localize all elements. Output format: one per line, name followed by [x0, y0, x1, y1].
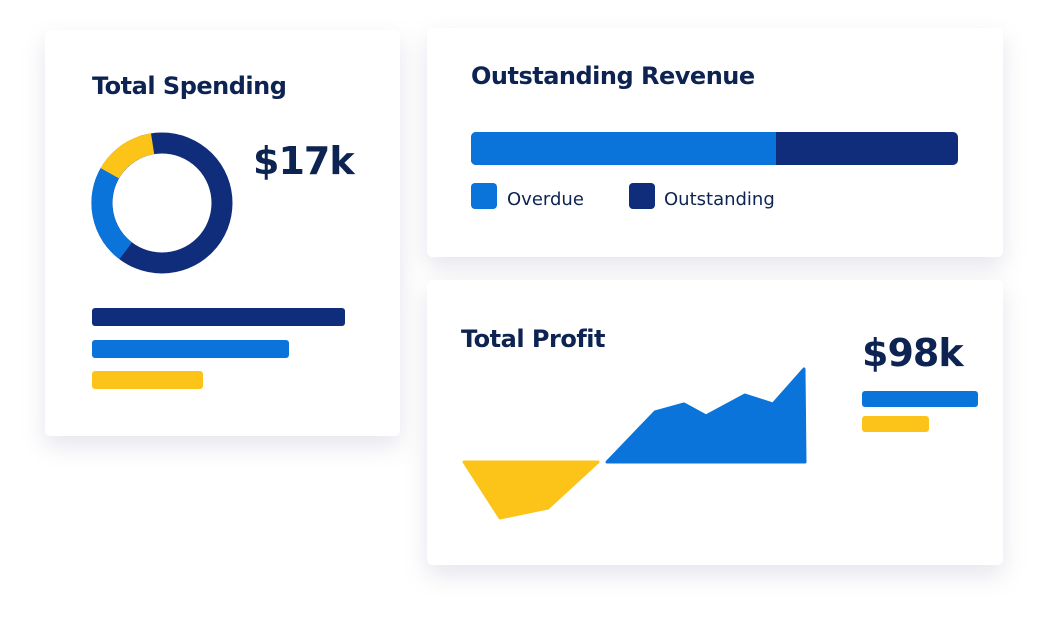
legend-label: Outstanding — [664, 189, 775, 210]
legend-label: Overdue — [507, 189, 584, 210]
bar — [862, 391, 978, 407]
donut — [91, 132, 233, 274]
donut-segment — [100, 133, 155, 179]
amount: $98k — [862, 331, 964, 375]
amount: $17k — [253, 139, 355, 183]
donut-segment — [91, 168, 133, 260]
bar-overdue — [471, 132, 776, 165]
area-negative — [462, 460, 600, 520]
bar — [92, 340, 289, 358]
bar — [862, 416, 929, 432]
card-title: Total Profit — [461, 325, 605, 353]
legend-swatch — [471, 183, 497, 209]
card-title: Total Spending — [92, 72, 286, 100]
bar — [92, 371, 203, 389]
area-positive — [605, 367, 807, 464]
bar — [92, 308, 345, 326]
legend-swatch — [629, 183, 655, 209]
card-title: Outstanding Revenue — [471, 62, 755, 90]
